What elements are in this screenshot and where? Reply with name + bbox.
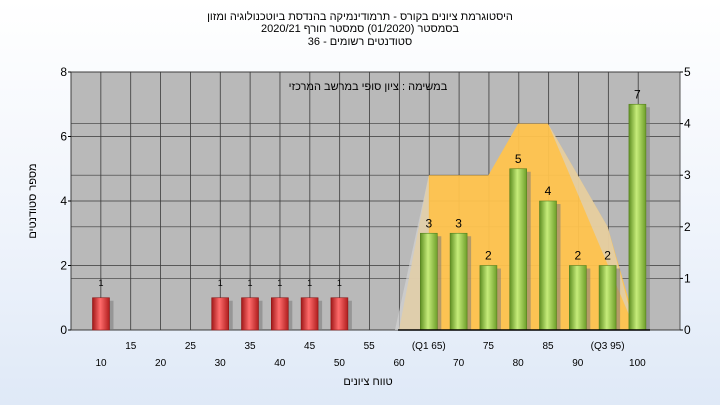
x-tick-label-upper: 85 [542,341,554,352]
chart-title: היסטוגרמת ציונים בקורס - תרמודינמיקה בהנ… [207,11,513,23]
bar-30 [211,297,229,331]
chart-subtitle-semester: בסמסטר (01/2020) סמסטר חורף 2020/21 [260,23,460,35]
y2-tick-label: 2 [684,220,691,234]
bar-Q165 [419,232,438,331]
chart-annotation: במשימה : ציון סופי במרשב המרכזי [289,81,448,93]
y2-tick-label: 0 [684,323,691,337]
bar-85 [539,200,557,331]
bar-value-label: 1 [307,278,312,288]
y-tick-label: 2 [60,259,67,273]
bar-90 [568,265,587,331]
x-axis-title: טווח ציונים [343,376,392,388]
y-tick-label: 0 [60,323,67,337]
bar-80 [509,168,528,331]
x-tick-label-upper: 55 [364,341,376,352]
chart-subtitle-students: סטודנטים רשומים - 36 [307,36,413,48]
bar-value-label: 2 [485,249,492,263]
y-tick-label: 8 [60,65,67,79]
x-tick-label-upper: (Q3 95) [591,341,625,352]
y2-tick-label: 3 [684,168,691,182]
y2-tick-label: 5 [684,65,691,79]
x-tick-label-lower: 20 [155,358,167,369]
bar-value-label: 2 [574,249,581,263]
x-tick-label-upper: 75 [483,341,495,352]
x-tick-label-upper: 35 [244,341,256,352]
bar-value-label: 1 [337,278,342,288]
x-tick-label-upper: (Q1 65) [412,341,446,352]
x-tick-label-lower: 60 [393,358,405,369]
x-tick-label-upper: 45 [304,341,316,352]
bar-value-label: 3 [455,216,462,230]
bar-value-label: 5 [515,152,522,166]
x-tick-label-lower: 40 [274,358,286,369]
bar-45 [300,297,319,331]
bar-value-label: 1 [247,278,252,288]
x-tick-label-lower: 70 [453,358,465,369]
bar-value-label: 1 [218,278,223,288]
bar-75 [479,265,498,331]
x-tick-label-lower: 50 [334,358,346,369]
bar-Q395 [598,265,617,331]
bar-value-label: 2 [604,249,611,263]
bar-value-label: 4 [545,184,552,198]
y2-tick-label: 1 [684,271,691,285]
x-tick-label-upper: 25 [185,341,197,352]
bar-35 [241,297,259,331]
bar-100 [628,103,647,331]
y-axis-title: מספר סטודנטים [27,163,39,238]
bar-50 [330,297,349,331]
bar-value-label: 7 [634,87,641,101]
x-tick-label-lower: 30 [215,358,227,369]
bar-70 [449,232,468,331]
y2-tick-label: 4 [684,117,691,131]
x-tick-label-lower: 100 [629,358,646,369]
x-tick-label-upper: 15 [125,341,137,352]
y-tick-label: 6 [60,130,67,144]
x-tick-label-lower: 90 [572,358,584,369]
bar-40 [270,297,289,331]
bar-10 [92,297,110,331]
bar-value-label: 1 [277,278,282,288]
bar-value-label: 3 [425,216,432,230]
y-tick-label: 4 [60,194,67,208]
x-tick-label-lower: 10 [95,358,107,369]
bar-value-label: 1 [98,278,103,288]
x-tick-label-lower: 80 [513,358,525,369]
